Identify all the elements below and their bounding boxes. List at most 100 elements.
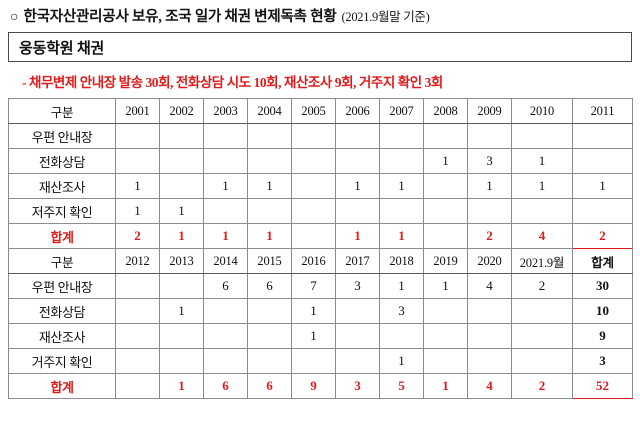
data-cell [335, 298, 380, 324]
table-row: 재산조사 1 1 1 1 1 1 1 1 [8, 173, 633, 199]
data-cell [511, 298, 573, 324]
data-cell [291, 123, 336, 149]
table-row: 우편 안내장 6 6 7 3 1 1 4 2 30 [8, 273, 633, 299]
header-cell-year: 합계 [572, 248, 633, 274]
table-header-row: 구분 2012 2013 2014 2015 2016 2017 2018 2019 2020 20… [8, 248, 633, 274]
data-cell: 1 [423, 373, 468, 399]
data-cell: 3 [335, 273, 380, 299]
data-cell [379, 148, 424, 174]
data-cell [423, 123, 468, 149]
data-cell [291, 173, 336, 199]
row-label-cell: 거주지 확인 [8, 348, 116, 374]
data-cell [335, 323, 380, 349]
data-cell [335, 148, 380, 174]
data-cell: 1 [423, 148, 468, 174]
data-cell: 4 [467, 273, 512, 299]
data-cell [467, 323, 512, 349]
data-cell [115, 348, 160, 374]
table-row: 재산조사 1 9 [8, 323, 633, 349]
data-cell [203, 198, 248, 224]
data-cell: 1 [511, 148, 573, 174]
data-cell: 6 [247, 273, 292, 299]
data-cell: 4 [467, 373, 512, 399]
row-label-cell: 저주지 확인 [8, 198, 116, 224]
data-cell [423, 198, 468, 224]
data-cell: 1 [159, 298, 204, 324]
bullet-icon: ○ [10, 10, 19, 25]
data-cell [291, 148, 336, 174]
data-cell [247, 123, 292, 149]
data-cell: 4 [511, 223, 573, 249]
row-total-cell: 9 [572, 323, 633, 349]
data-cell: 1 [115, 173, 160, 199]
data-cell: 2 [467, 223, 512, 249]
data-cell [379, 123, 424, 149]
header-cell-year: 2015 [247, 248, 292, 274]
table-row: 저주지 확인 1 1 [8, 198, 633, 224]
data-cell [511, 348, 573, 374]
data-cell: 3 [467, 148, 512, 174]
data-cell [291, 348, 336, 374]
table-years-2012-2021: 구분 2012 2013 2014 2015 2016 2017 2018 2019 2020 20… [8, 248, 633, 399]
data-cell [247, 348, 292, 374]
data-cell: 9 [291, 373, 336, 399]
header-cell-year: 2013 [159, 248, 204, 274]
data-cell: 1 [511, 173, 573, 199]
data-cell [247, 148, 292, 174]
document-title: ○ 한국자산관리공사 보유, 조국 일가 채권 변제독촉 현황 (2021.9월… [8, 0, 632, 32]
data-cell [423, 348, 468, 374]
data-cell [291, 198, 336, 224]
data-cell: 1 [423, 273, 468, 299]
data-cell [467, 123, 512, 149]
data-cell: 6 [203, 373, 248, 399]
data-cell [159, 173, 204, 199]
data-cell [511, 123, 573, 149]
data-cell: 7 [291, 273, 336, 299]
data-cell: 1 [572, 173, 633, 199]
table-row: 전화상담 1 3 1 [8, 148, 633, 174]
data-cell: 1 [159, 223, 204, 249]
row-total-cell: 52 [572, 373, 633, 399]
data-cell [467, 348, 512, 374]
header-cell-category: 구분 [8, 248, 116, 274]
table1-body: 구분 2001 2002 2003 2004 2005 2006 2007 2008 2009 20… [8, 98, 633, 249]
header-cell-year: 2010 [511, 98, 573, 124]
table-row: 합계 1 6 6 9 3 5 1 4 2 52 [8, 373, 633, 399]
table-row: 합계 2 1 1 1 1 1 2 4 2 [8, 223, 633, 249]
data-cell [423, 223, 468, 249]
data-cell: 3 [379, 298, 424, 324]
header-cell-year: 2011 [572, 98, 633, 124]
row-label-cell: 재산조사 [8, 173, 116, 199]
data-cell: 3 [335, 373, 380, 399]
data-cell [335, 198, 380, 224]
header-cell-year: 2005 [291, 98, 336, 124]
row-label-cell: 합계 [8, 373, 116, 399]
data-cell: 1 [467, 173, 512, 199]
data-cell [159, 323, 204, 349]
data-cell [572, 123, 633, 149]
data-cell [467, 298, 512, 324]
table-row: 거주지 확인 1 3 [8, 348, 633, 374]
table-row: 우편 안내장 [8, 123, 633, 149]
header-cell-year: 2021.9월 [511, 248, 573, 274]
data-cell [335, 123, 380, 149]
data-cell [247, 323, 292, 349]
data-cell: 6 [203, 273, 248, 299]
header-cell-year: 2018 [379, 248, 424, 274]
subject-box: 웅동학원 채권 [8, 32, 632, 62]
header-cell-year: 2012 [115, 248, 160, 274]
data-cell: 1 [159, 373, 204, 399]
data-cell: 1 [291, 298, 336, 324]
summary-note: - 채무변제 안내장 발송 30회, 전화상담 시도 10회, 재산조사 9회,… [22, 75, 443, 90]
data-cell [423, 323, 468, 349]
data-cell: 2 [572, 223, 633, 249]
row-label-cell: 전화상담 [8, 298, 116, 324]
data-cell: 1 [203, 223, 248, 249]
data-cell: 1 [379, 173, 424, 199]
data-cell: 1 [159, 198, 204, 224]
header-cell-year: 2008 [423, 98, 468, 124]
header-cell-category: 구분 [8, 98, 116, 124]
data-cell: 6 [247, 373, 292, 399]
data-cell [379, 323, 424, 349]
